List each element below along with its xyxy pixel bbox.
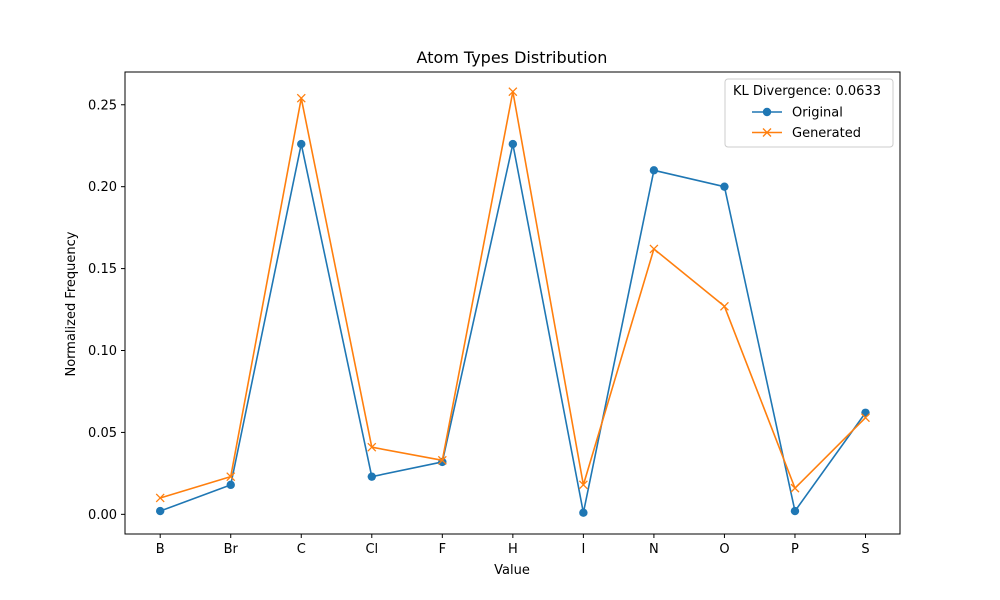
data-point-original xyxy=(861,408,870,417)
data-point-generated xyxy=(437,455,447,465)
data-point-generated xyxy=(790,483,800,493)
data-point-original xyxy=(508,139,518,149)
legend: KL Divergence: 0.0633 Original Generated xyxy=(724,78,894,148)
legend-box xyxy=(724,78,894,148)
data-point-generated xyxy=(296,93,306,103)
legend-entry-original: Original xyxy=(752,106,843,121)
x-tick-label: F xyxy=(439,542,446,557)
data-point-generated xyxy=(861,413,870,423)
series-line-generated xyxy=(159,90,867,499)
data-point-generated xyxy=(578,480,588,490)
chart-title: Atom Types Distribution xyxy=(417,48,608,67)
y-tick-label: 0.10 xyxy=(88,344,117,359)
data-point-original xyxy=(226,480,235,490)
plot-area xyxy=(155,87,870,517)
x-tick-label: O xyxy=(719,542,729,557)
y-axis-label: Normalized Frequency xyxy=(64,231,79,376)
legend-label-generated: Generated xyxy=(792,126,861,141)
data-point-original xyxy=(297,139,306,149)
x-tick-label: H xyxy=(508,542,518,557)
y-tick-label: 0.25 xyxy=(88,98,117,113)
data-point-original xyxy=(579,508,588,517)
y-tick-label: 0.00 xyxy=(88,508,117,523)
y-tick-label: 0.20 xyxy=(88,180,117,195)
x-tick-label: B xyxy=(156,542,165,557)
legend-marker-original xyxy=(762,107,772,117)
data-point-generated xyxy=(649,244,659,254)
legend-entry-generated: Generated xyxy=(752,126,861,141)
data-point-generated xyxy=(226,472,236,482)
y-axis: 0.00 0.05 0.10 0.15 0.20 0.25 xyxy=(88,98,125,523)
series-line-original xyxy=(159,143,867,514)
data-point-original xyxy=(649,166,659,175)
x-axis: B Br C Cl F H I N O P S xyxy=(156,534,870,557)
legend-title: KL Divergence: 0.0633 xyxy=(733,84,881,99)
data-point-generated xyxy=(508,87,518,97)
x-tick-label: C xyxy=(297,542,306,557)
x-tick-label: N xyxy=(649,542,659,557)
data-point-original xyxy=(720,182,729,191)
data-point-original xyxy=(790,506,800,516)
x-tick-label: Cl xyxy=(365,542,378,557)
x-tick-label: P xyxy=(791,542,799,557)
legend-entries: Original Generated xyxy=(752,106,861,141)
legend-marker-generated xyxy=(762,128,772,137)
data-point-generated xyxy=(719,301,729,311)
y-tick-label: 0.15 xyxy=(88,262,117,277)
y-tick-label: 0.05 xyxy=(88,426,117,441)
data-point-generated xyxy=(367,442,377,452)
x-tick-label: S xyxy=(861,542,869,557)
x-axis-label: Value xyxy=(494,563,530,578)
x-tick-label: I xyxy=(581,542,585,557)
data-point-original xyxy=(156,506,165,516)
x-tick-label: Br xyxy=(224,542,239,557)
data-point-original xyxy=(367,472,376,481)
data-point-generated xyxy=(155,493,165,503)
legend-label-original: Original xyxy=(792,106,843,121)
